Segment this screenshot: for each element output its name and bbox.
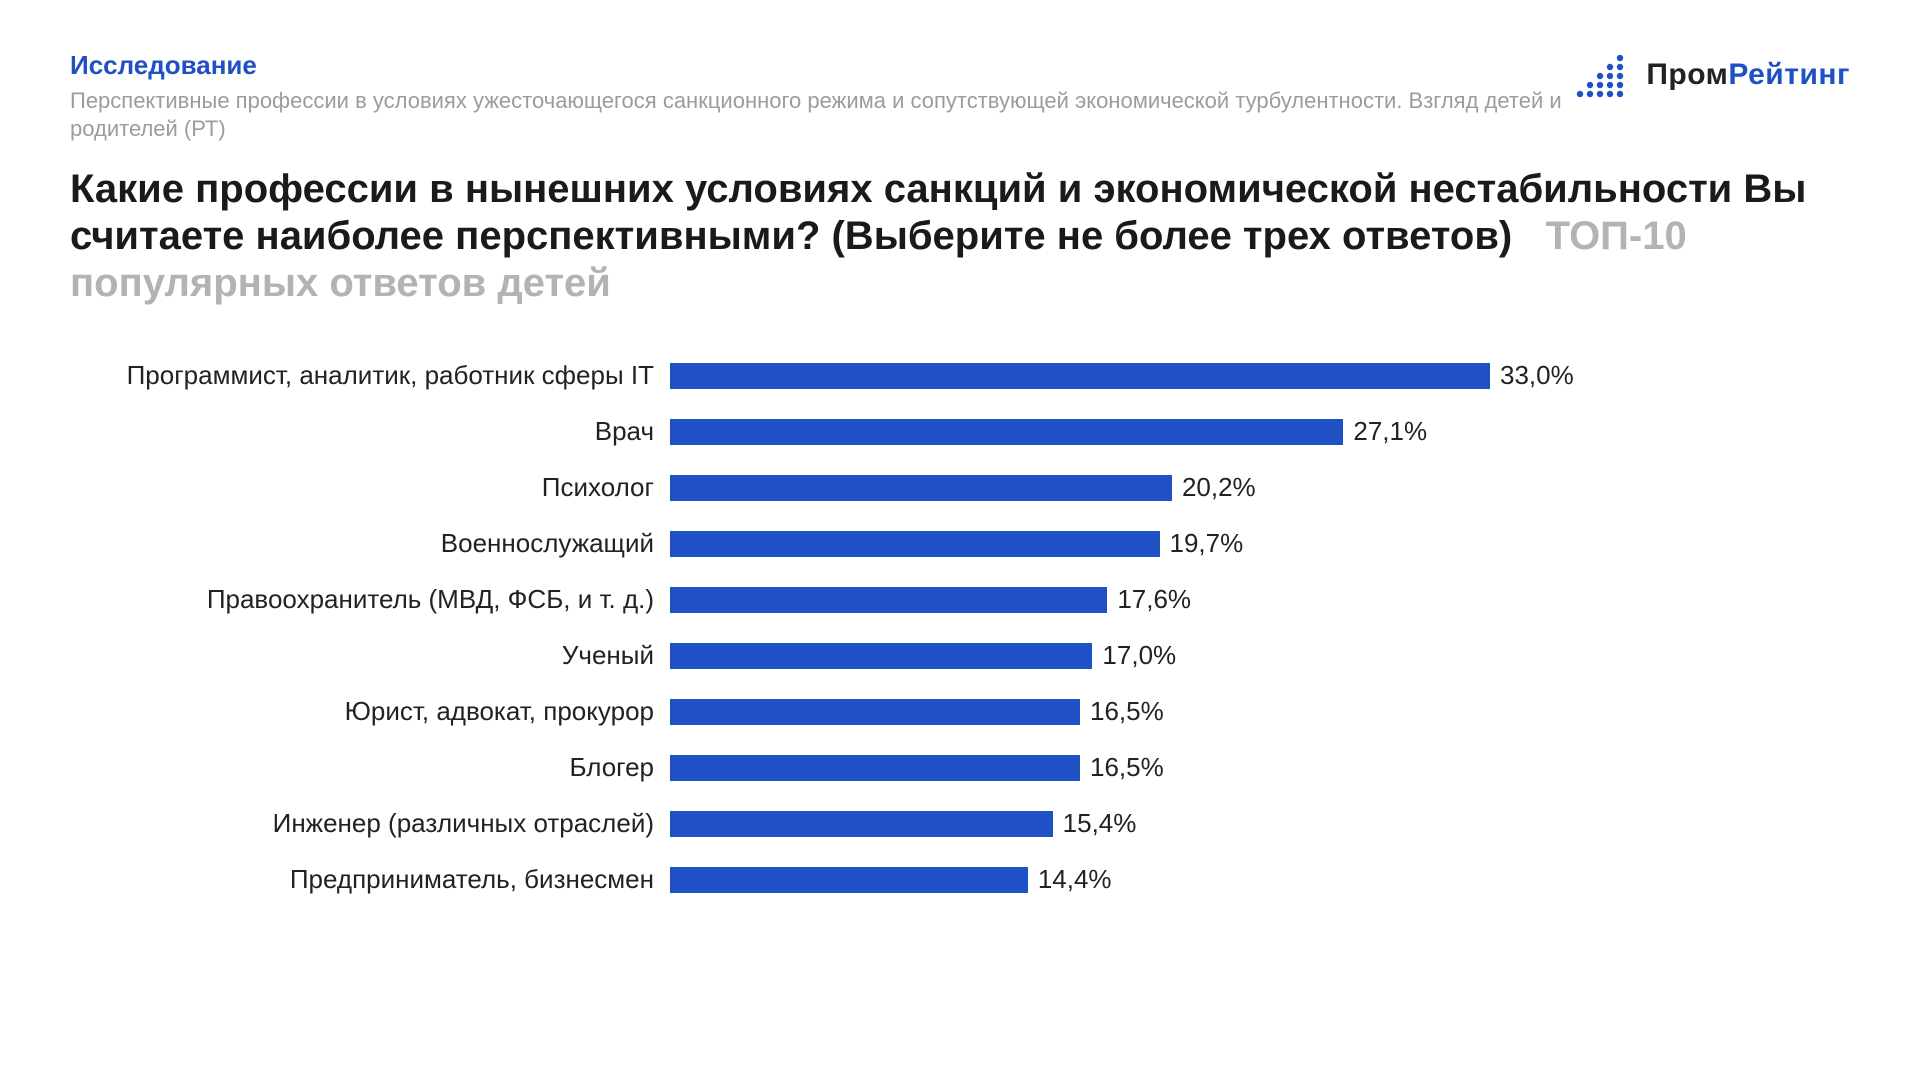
bar-value: 33,0% — [1500, 360, 1574, 391]
bar-label: Психолог — [70, 472, 670, 503]
bar — [670, 531, 1160, 557]
chart-title: Какие профессии в нынешних условиях санк… — [70, 166, 1850, 308]
bar — [670, 475, 1172, 501]
logo-text-part2: Рейтинг — [1728, 58, 1850, 91]
bar — [670, 867, 1028, 893]
bar-label: Правоохранитель (МВД, ФСБ, и т. д.) — [70, 584, 670, 615]
logo-dots-icon — [1574, 50, 1632, 100]
bar-wrap: 15,4% — [670, 808, 1850, 839]
bar — [670, 643, 1092, 669]
chart-row: Предприниматель, бизнесмен 14,4% — [70, 852, 1850, 908]
bar-wrap: 17,0% — [670, 640, 1850, 671]
bar — [670, 587, 1107, 613]
bar-value: 20,2% — [1182, 472, 1256, 503]
subhead: Перспективные профессии в условиях ужест… — [70, 87, 1570, 142]
bar-value: 16,5% — [1090, 696, 1164, 727]
bar — [670, 419, 1343, 445]
bar-label: Инженер (различных отраслей) — [70, 808, 670, 839]
chart-row: Юрист, адвокат, прокурор 16,5% — [70, 684, 1850, 740]
bar-value: 17,0% — [1102, 640, 1176, 671]
bar-value: 15,4% — [1063, 808, 1137, 839]
bar-label: Юрист, адвокат, прокурор — [70, 696, 670, 727]
bar-wrap: 19,7% — [670, 528, 1850, 559]
bar-label: Ученый — [70, 640, 670, 671]
bar-value: 17,6% — [1117, 584, 1191, 615]
logo-text: ПромРейтинг — [1646, 58, 1850, 92]
header-row: Исследование Перспективные профессии в у… — [70, 50, 1850, 142]
bar-wrap: 33,0% — [670, 360, 1850, 391]
bar-wrap: 20,2% — [670, 472, 1850, 503]
bar-label: Предприниматель, бизнесмен — [70, 864, 670, 895]
bar-value: 14,4% — [1038, 864, 1112, 895]
bar — [670, 363, 1490, 389]
bar-value: 27,1% — [1353, 416, 1427, 447]
chart-row: Врач 27,1% — [70, 404, 1850, 460]
kicker: Исследование — [70, 50, 1570, 81]
chart-row: Ученый 17,0% — [70, 628, 1850, 684]
bar — [670, 755, 1080, 781]
bar-value: 19,7% — [1170, 528, 1244, 559]
bar-label: Военнослужащий — [70, 528, 670, 559]
bar-value: 16,5% — [1090, 752, 1164, 783]
bar — [670, 811, 1053, 837]
brand-logo: ПромРейтинг — [1574, 50, 1850, 100]
chart-row: Блогер 16,5% — [70, 740, 1850, 796]
bar-wrap: 16,5% — [670, 752, 1850, 783]
chart-row: Программист, аналитик, работник сферы IT… — [70, 348, 1850, 404]
header-text-block: Исследование Перспективные профессии в у… — [70, 50, 1570, 142]
bar-label: Блогер — [70, 752, 670, 783]
logo-text-part1: Пром — [1646, 58, 1728, 91]
chart-row: Правоохранитель (МВД, ФСБ, и т. д.) 17,6% — [70, 572, 1850, 628]
bar — [670, 699, 1080, 725]
bar-wrap: 27,1% — [670, 416, 1850, 447]
bar-wrap: 17,6% — [670, 584, 1850, 615]
bar-wrap: 14,4% — [670, 864, 1850, 895]
bar-chart: Программист, аналитик, работник сферы IT… — [70, 348, 1850, 908]
bar-wrap: 16,5% — [670, 696, 1850, 727]
chart-row: Психолог 20,2% — [70, 460, 1850, 516]
chart-row: Инженер (различных отраслей) 15,4% — [70, 796, 1850, 852]
bar-label: Врач — [70, 416, 670, 447]
bar-label: Программист, аналитик, работник сферы IT — [70, 360, 670, 391]
chart-row: Военнослужащий 19,7% — [70, 516, 1850, 572]
